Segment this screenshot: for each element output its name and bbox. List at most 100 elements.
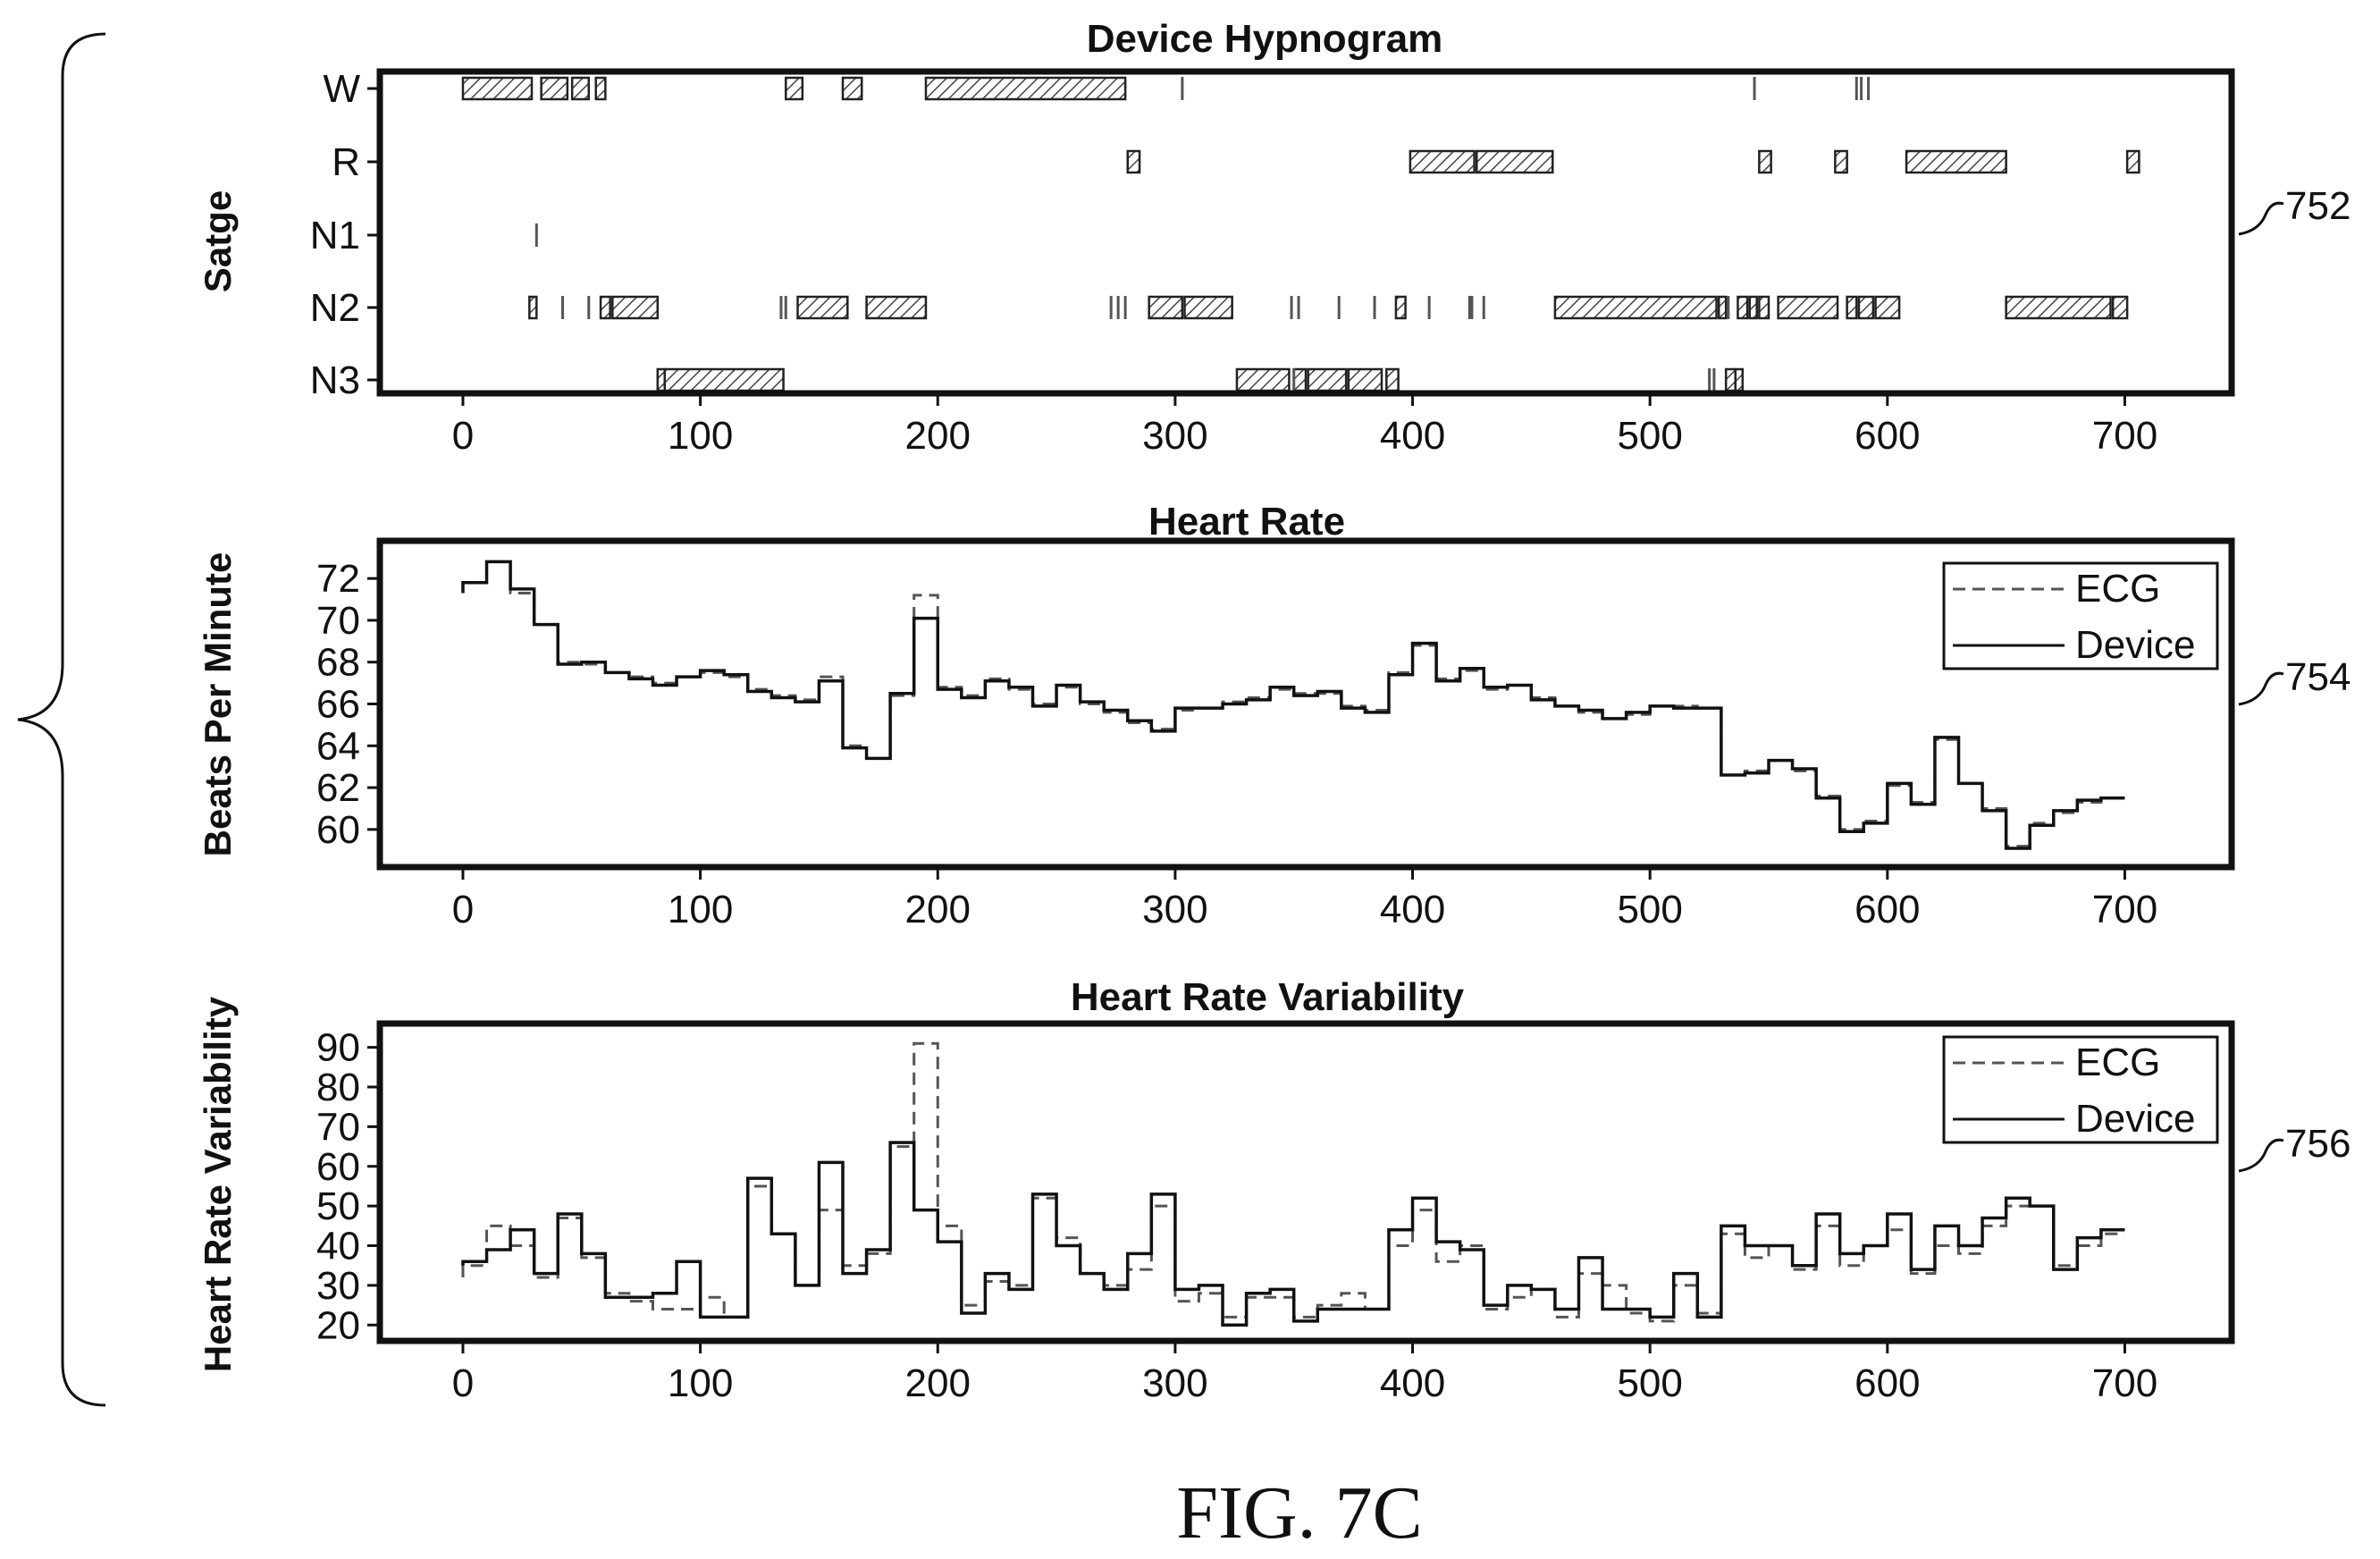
hrv-x-tick-label: 500 [1617,1361,1682,1405]
heart-rate-x-tick-label: 600 [1854,888,1920,931]
ref-754-leader [2238,671,2284,706]
hrv-y-tick-label: 20 [316,1303,360,1347]
heart-rate-y-tick-label: 72 [316,557,360,601]
hypnogram-x-tick-label: 300 [1142,414,1207,458]
stage-segment-N2 [1846,295,1858,320]
ref-754-label: 754 [2285,655,2351,699]
hrv-y-tick-label: 70 [316,1105,360,1149]
heart-rate-legend-box [1942,561,2219,670]
ref-756-label: 756 [2285,1122,2351,1166]
ref-756-leader [2238,1138,2284,1173]
hypnogram-stage-labels: WR N1 N2 N3 [310,67,380,402]
hypnogram-title: Device Hypnogram [1087,17,1443,61]
hrv-x-tick-label: 100 [668,1361,733,1405]
hrv-y-tick-label: 90 [316,1026,360,1070]
stage-segment-N2 [1717,295,1728,320]
hypnogram-y-axis-label: Satge [197,190,239,292]
stage-label-N2: N2 [310,286,360,330]
stage-segment-N2 [2005,295,2112,320]
heart-rate-panel: Heart Rate Beats Per Minute 606264666870… [197,500,2351,931]
hrv-y-tick-label: 80 [316,1066,360,1109]
stage-segment-R [1476,149,1554,174]
heart-rate-x-ticks: 0 100 200 300 400 500 600 700 [452,867,2157,931]
hypnogram-x-tick-label: 600 [1854,414,1920,458]
stage-segment-W [594,76,607,101]
stage-segment-N2 [1874,295,1901,320]
stage-segment-N2 [1183,295,1233,320]
hypnogram-panel: Device Hypnogram Satge WR N1 N2 N3 0 100 200 3… [197,17,2351,458]
heart-rate-device-line [461,560,2125,850]
stage-segment-N3 [1307,367,1348,392]
heart-rate-title: Heart Rate [1148,500,1345,544]
left-curly-brace [17,32,106,1407]
stage-segment-N3 [1734,367,1745,392]
hrv-x-ticks: 0 100 200 300 400 500 600 700 [452,1341,2157,1405]
hrv-plot-frame [376,1020,2235,1344]
hypnogram-x-tick-label: 400 [1380,414,1445,458]
heart-rate-x-tick-label: 0 [452,888,474,931]
stage-label-W: W [323,67,360,111]
heart-rate-y-tick-label: 68 [316,641,360,685]
hypnogram-x-tick-label: 700 [2092,414,2157,458]
heart-rate-x-tick-label: 700 [2092,888,2157,931]
stage-segment-N2 [1857,295,1875,320]
stage-segment-N3 [1385,367,1400,392]
heart-rate-x-tick-label: 400 [1380,888,1445,931]
ref-752-leader [2238,201,2284,236]
hrv-legend-device-label: Device [2075,1097,2196,1141]
heart-rate-x-tick-label: 100 [668,888,733,931]
hrv-ecg-line [461,1041,2125,1323]
ref-752-label: 752 [2285,184,2351,228]
heart-rate-x-tick-label: 200 [905,888,971,931]
stage-segment-W [461,76,534,101]
hrv-device-line [461,1141,2125,1327]
hrv-x-tick-label: 300 [1142,1361,1207,1405]
hrv-series [461,1041,2125,1327]
hrv-y-tick-label: 50 [316,1184,360,1228]
heart-rate-y-tick-label: 66 [316,683,360,727]
stage-segment-R [1834,149,1848,174]
heart-rate-series [461,560,2125,850]
hrv-x-tick-label: 0 [452,1361,474,1405]
stage-segment-W [784,76,804,101]
hrv-legend-box [1942,1035,2219,1144]
stage-segment-N3 [1347,367,1383,392]
stage-segment-N2 [796,295,849,320]
hypnogram-x-tick-label: 100 [668,414,733,458]
stage-segment-N3 [663,367,785,392]
stage-segment-R [1409,149,1476,174]
hrv-panel: Heart Rate Variability Heart Rate Variab… [197,975,2351,1405]
hrv-title: Heart Rate Variability [1071,975,1465,1019]
stage-segment-N2 [611,295,660,320]
heart-rate-y-tick-label: 60 [316,808,360,852]
figure-caption: FIG. 7C [1176,1471,1422,1555]
hypnogram-x-tick-label: 500 [1617,414,1682,458]
stage-segment-N3 [1724,367,1737,392]
hrv-y-tick-label: 30 [316,1264,360,1308]
stage-segment-N2 [1553,295,1718,320]
stage-segment-N2 [1148,295,1184,320]
stage-label-R: R [332,140,360,184]
stage-segment-R [1758,149,1772,174]
hrv-y-axis-label: Heart Rate Variability [197,996,239,1372]
hypnogram-x-ticks: 0 100 200 300 400 500 600 700 [452,393,2157,458]
hypnogram-x-tick-label: 200 [905,414,971,458]
hrv-y-tick-label: 40 [316,1225,360,1268]
heart-rate-y-tick-label: 64 [316,724,360,768]
hypnogram-x-tick-label: 0 [452,414,474,458]
stage-segment-N2 [1777,295,1839,320]
heart-rate-ecg-line [461,560,2125,848]
stage-segment-W [540,76,569,101]
stage-segment-W [570,76,591,101]
heart-rate-legend: ECG Device [1942,561,2219,670]
heart-rate-x-tick-label: 500 [1617,888,1682,931]
heart-rate-x-tick-label: 300 [1142,888,1207,931]
hrv-y-tick-label: 60 [316,1145,360,1189]
stage-segment-N2 [528,295,538,320]
hrv-x-tick-label: 400 [1380,1361,1445,1405]
stage-segment-N3 [1235,367,1291,392]
stage-label-N1: N1 [310,214,360,257]
stage-segment-R [1126,149,1141,174]
